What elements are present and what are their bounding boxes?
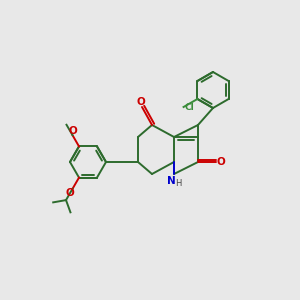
- Text: O: O: [65, 188, 74, 198]
- Text: O: O: [68, 126, 77, 136]
- Text: O: O: [136, 97, 146, 107]
- Text: O: O: [217, 157, 225, 167]
- Text: Cl: Cl: [185, 103, 194, 112]
- Text: N: N: [167, 176, 176, 186]
- Text: H: H: [175, 179, 181, 188]
